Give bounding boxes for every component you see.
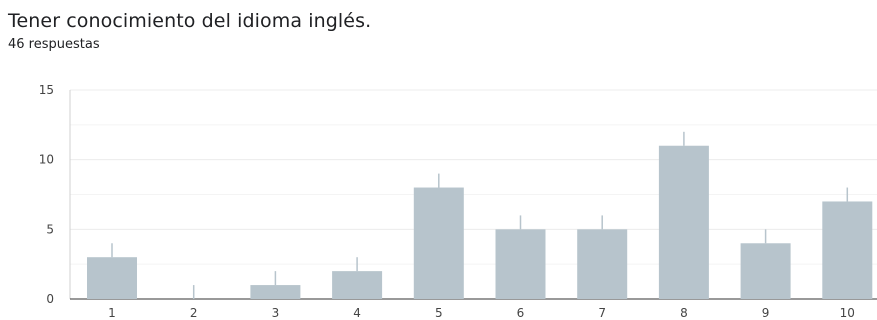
bar-3 xyxy=(250,285,301,299)
x-tick-label: 8 xyxy=(680,306,688,320)
chart-title: Tener conocimiento del idioma inglés. xyxy=(8,10,372,32)
bar-9 xyxy=(740,243,791,299)
bar-6 xyxy=(495,229,546,299)
x-tick-label: 6 xyxy=(517,306,525,320)
x-tick-label: 3 xyxy=(272,306,280,320)
y-tick-label: 0 xyxy=(46,292,54,306)
label-layer: 0 5 10 15 1 2 3 4 5 6 7 8 9 10 xyxy=(39,83,855,320)
x-tick-label: 5 xyxy=(435,306,443,320)
x-tick-label: 7 xyxy=(598,306,606,320)
y-tick-label: 15 xyxy=(39,83,54,97)
y-tick-label: 5 xyxy=(46,222,54,236)
x-tick-label: 10 xyxy=(840,306,855,320)
bar-4 xyxy=(332,271,383,299)
response-count: 46 respuestas xyxy=(8,37,100,52)
bar-7 xyxy=(577,229,628,299)
bar-layer xyxy=(87,131,873,299)
bar-1 xyxy=(87,257,137,299)
y-tick-label: 10 xyxy=(39,153,54,167)
bar-8 xyxy=(658,145,709,299)
x-tick-label: 2 xyxy=(190,306,198,320)
x-tick-label: 9 xyxy=(762,306,770,320)
bar-5 xyxy=(413,187,464,299)
x-tick-label: 4 xyxy=(353,306,361,320)
bar-10 xyxy=(822,201,873,299)
x-tick-label: 1 xyxy=(108,306,116,320)
